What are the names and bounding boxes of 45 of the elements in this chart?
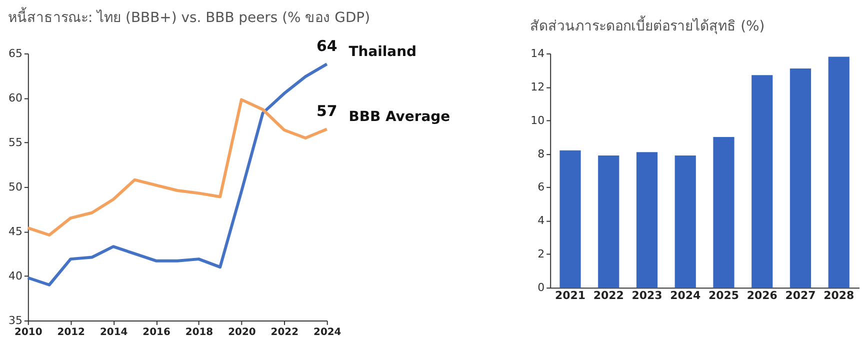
bar bbox=[674, 155, 696, 288]
bar bbox=[828, 56, 850, 288]
bar bbox=[713, 137, 734, 288]
series-label: BBB Average bbox=[348, 109, 450, 126]
x-tick-label: 2022 bbox=[270, 326, 299, 338]
x-tick-label: 2028 bbox=[824, 289, 854, 302]
y-tick-label: 12 bbox=[530, 80, 545, 94]
x-tick-label: 2025 bbox=[708, 289, 739, 302]
x-tick-label: 2014 bbox=[100, 326, 128, 338]
y-tick-label: 50 bbox=[8, 180, 22, 194]
x-tick-label: 2020 bbox=[228, 326, 256, 338]
x-tick-label: 2026 bbox=[746, 289, 778, 302]
bar bbox=[752, 75, 773, 288]
bar bbox=[790, 68, 812, 288]
data-label: 57 bbox=[316, 102, 338, 120]
y-tick-label: 4 bbox=[538, 214, 545, 228]
series-label: Thailand bbox=[348, 44, 416, 60]
x-tick-label: 2021 bbox=[554, 289, 586, 302]
y-tick-label: 55 bbox=[8, 136, 22, 149]
chart-title: สัดส่วนภาระดอกเบี้ยต่อรายได้สุทธิ (%) bbox=[530, 15, 765, 34]
x-tick-label: 2024 bbox=[670, 289, 701, 302]
y-tick-label: 35 bbox=[8, 314, 22, 327]
x-tick-label: 2010 bbox=[14, 326, 42, 338]
y-tick-label: 0 bbox=[538, 281, 545, 294]
data-label: 64 bbox=[316, 37, 338, 56]
y-tick-label: 40 bbox=[8, 269, 22, 282]
y-tick-label: 45 bbox=[8, 224, 22, 238]
bar bbox=[598, 155, 620, 288]
chart-title: หนี้สาธารณะ: ไทย (BBB+) vs. BBB peers (% ของ GDP) bbox=[8, 7, 370, 26]
y-tick-label: 60 bbox=[8, 91, 22, 104]
y-tick-label: 65 bbox=[8, 46, 22, 60]
y-tick-label: 10 bbox=[530, 114, 545, 127]
y-tick-label: 8 bbox=[538, 147, 545, 160]
x-tick-label: 2016 bbox=[142, 326, 170, 338]
y-tick-label: 2 bbox=[538, 248, 545, 261]
x-tick-label: 2024 bbox=[314, 326, 342, 338]
x-tick-label: 2018 bbox=[185, 326, 214, 338]
x-tick-label: 2012 bbox=[57, 326, 86, 338]
x-tick-label: 2023 bbox=[632, 289, 662, 302]
y-tick-label: 6 bbox=[538, 180, 545, 194]
bar bbox=[560, 150, 581, 288]
bar bbox=[636, 152, 658, 288]
x-tick-label: 2022 bbox=[593, 289, 624, 302]
x-tick-label: 2027 bbox=[785, 289, 816, 302]
y-tick-label: 14 bbox=[530, 46, 545, 60]
